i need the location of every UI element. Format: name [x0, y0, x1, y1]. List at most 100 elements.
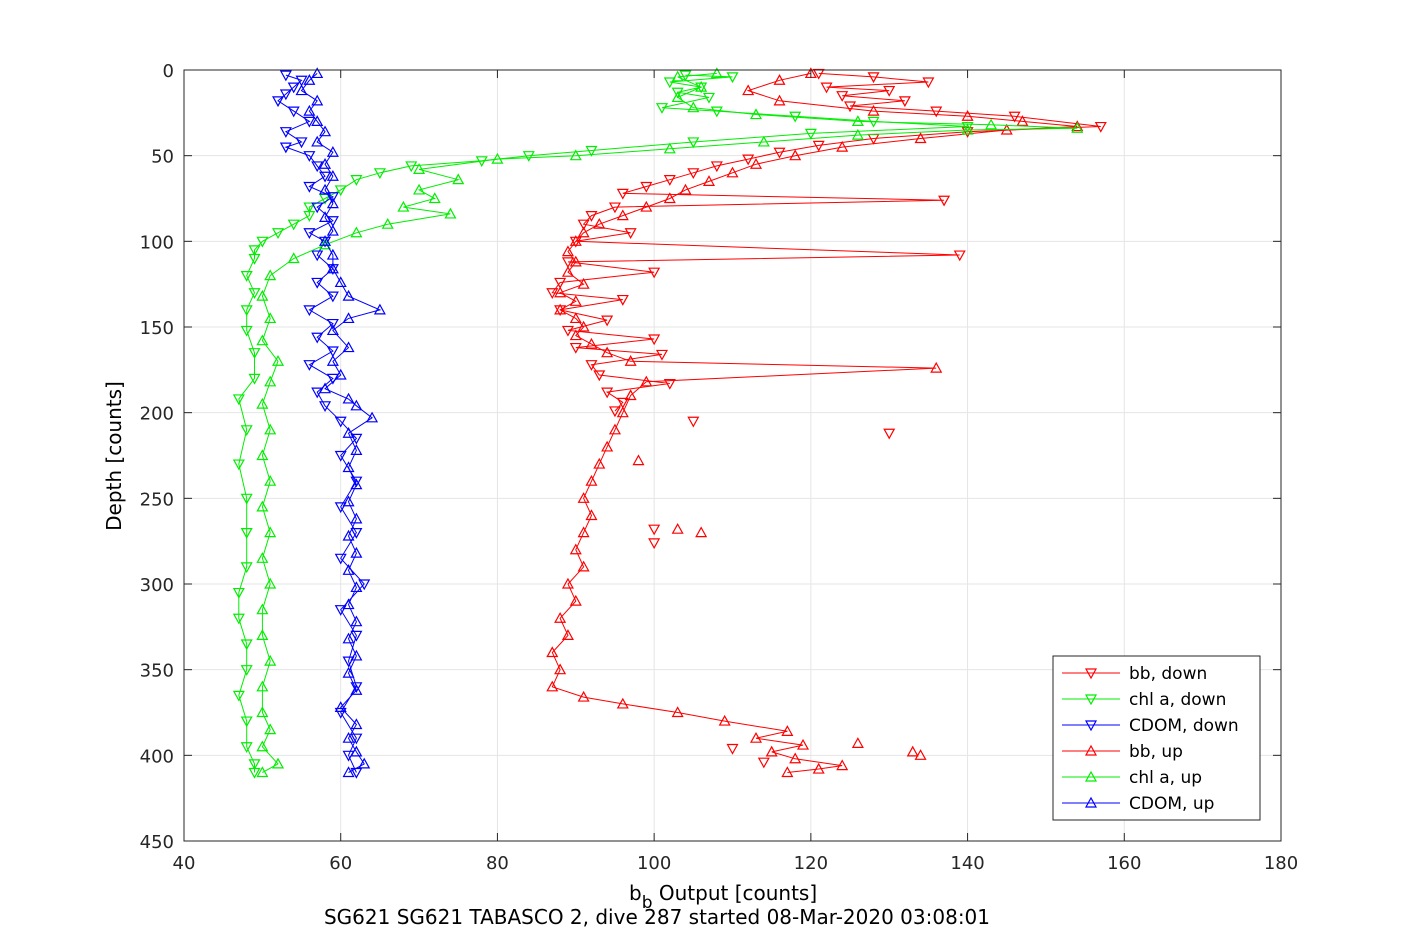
bb-up-point	[561, 265, 574, 277]
cdom-up-point	[342, 392, 355, 404]
chl-a-up-point	[695, 80, 708, 92]
chl-a-up-point	[687, 101, 700, 113]
outlier-point	[687, 416, 700, 428]
chl-a-down-point	[232, 587, 245, 599]
cdom-down-point	[334, 605, 347, 616]
cdom-down-point	[303, 305, 316, 317]
chl-a-up-point	[851, 115, 864, 127]
chl-a-down-point	[687, 137, 700, 149]
chl-a-up-point	[491, 152, 504, 164]
cdom-down-point	[342, 656, 355, 668]
cdom-down-point	[334, 416, 347, 428]
bb-down-point	[608, 406, 621, 418]
bb-up-point	[797, 738, 810, 750]
cdom-up-point	[342, 289, 355, 301]
cdom-up-point	[334, 276, 347, 288]
axes-box	[183, 69, 1282, 842]
outlier-point	[726, 743, 739, 755]
bb-up-point	[593, 217, 606, 229]
cdom-down-point	[311, 250, 324, 262]
bb-down-point	[930, 106, 943, 118]
bb-up-point	[569, 235, 582, 246]
chl-a-up-point	[961, 123, 974, 135]
bb-up-point	[569, 295, 582, 306]
figure-caption: SG621 SG621 TABASCO 2, dive 287 started …	[324, 905, 990, 929]
bb-up-point	[601, 440, 614, 452]
bb-down-point	[961, 127, 974, 138]
cdom-up-point	[326, 355, 339, 366]
bb-up-point	[961, 110, 974, 121]
bb-down-point	[601, 315, 614, 327]
bb-down-point	[585, 211, 598, 222]
bb-up-point	[640, 200, 653, 212]
y-tick-label: 450	[140, 832, 174, 853]
cdom-down-point	[303, 116, 316, 128]
outlier-point	[648, 538, 661, 550]
x-tick-label: 180	[1264, 853, 1298, 874]
y-axis-label: Depth [counts]	[102, 381, 126, 531]
cdom-down-point	[334, 707, 347, 719]
cdom-down-point	[311, 332, 324, 344]
cdom-up-point	[334, 368, 347, 380]
chl-a-down-point	[961, 121, 974, 133]
bb-up-point	[577, 690, 590, 702]
chl-a-up-point	[985, 118, 998, 130]
cdom-down-point	[303, 228, 316, 240]
bb-down-point	[820, 82, 833, 94]
cdom-down-point	[303, 151, 316, 162]
bb-up-point	[601, 346, 614, 358]
extra-points-1	[632, 454, 927, 760]
cdom-down-point	[326, 346, 339, 358]
cdom-down-point	[350, 476, 363, 488]
chl-a-down-point	[248, 253, 261, 265]
bb-up-point	[1016, 115, 1029, 127]
chl-a-down-point	[248, 759, 261, 771]
chl-a-up-point	[397, 200, 410, 212]
y-axis-ticks: 0 50 100 150 200 250 300 350 400 450	[140, 61, 1281, 853]
x-axis-ticks: 40 60 80 100 120 140 160 180	[173, 70, 1298, 874]
cdom-down-point	[311, 161, 324, 173]
chl-a-up-point	[264, 375, 277, 387]
chl-a-up-point	[256, 603, 269, 615]
bb-up-point	[749, 157, 763, 169]
chl-a-down-point	[232, 690, 245, 702]
cdom-up-point	[319, 125, 332, 137]
bb-up-point	[624, 389, 637, 401]
chl-a-down-point	[232, 394, 245, 406]
bb-up-point	[585, 337, 598, 349]
cdom-up-point	[342, 426, 355, 438]
cdom-down-point	[350, 630, 363, 642]
cdom-up-point	[311, 135, 324, 147]
cdom-up-point	[366, 411, 379, 423]
chl-a-down-point	[350, 175, 363, 186]
chl-a-down-point	[655, 103, 668, 114]
chl-a-down-point	[702, 92, 716, 104]
chl-a-up-point	[749, 108, 763, 120]
chl-a-up-point	[287, 252, 300, 264]
bb-up-point	[624, 355, 637, 366]
cdom-down-point	[287, 106, 300, 118]
chl-a-up-point	[264, 474, 277, 486]
cdom-up-point	[342, 731, 355, 743]
bb-up-point	[569, 594, 582, 606]
cdom-up-point	[350, 546, 363, 558]
bb-up-point	[781, 766, 794, 778]
chl-a-up-point	[264, 654, 277, 666]
x-tick-label: 60	[329, 853, 352, 874]
legend-marker-chl-a-up	[1084, 770, 1098, 782]
bb-down-point	[648, 334, 661, 346]
bb-down-point	[663, 175, 676, 186]
chl-a-down-point	[373, 168, 386, 180]
cdom-up-point	[350, 444, 363, 455]
cdom-down-point	[334, 553, 347, 565]
bb-down-point	[640, 181, 653, 193]
bb-up-point	[554, 663, 567, 675]
outlier-point	[906, 745, 919, 757]
bb-up-point	[663, 192, 676, 204]
y-tick-label: 400	[140, 746, 174, 767]
bb-up-point	[593, 457, 606, 469]
chl-a-down-point	[726, 72, 739, 84]
chl-a-down-point	[240, 527, 253, 539]
x-tick-label: 140	[950, 853, 984, 874]
legend-marker-chl-a-down	[1084, 694, 1098, 706]
